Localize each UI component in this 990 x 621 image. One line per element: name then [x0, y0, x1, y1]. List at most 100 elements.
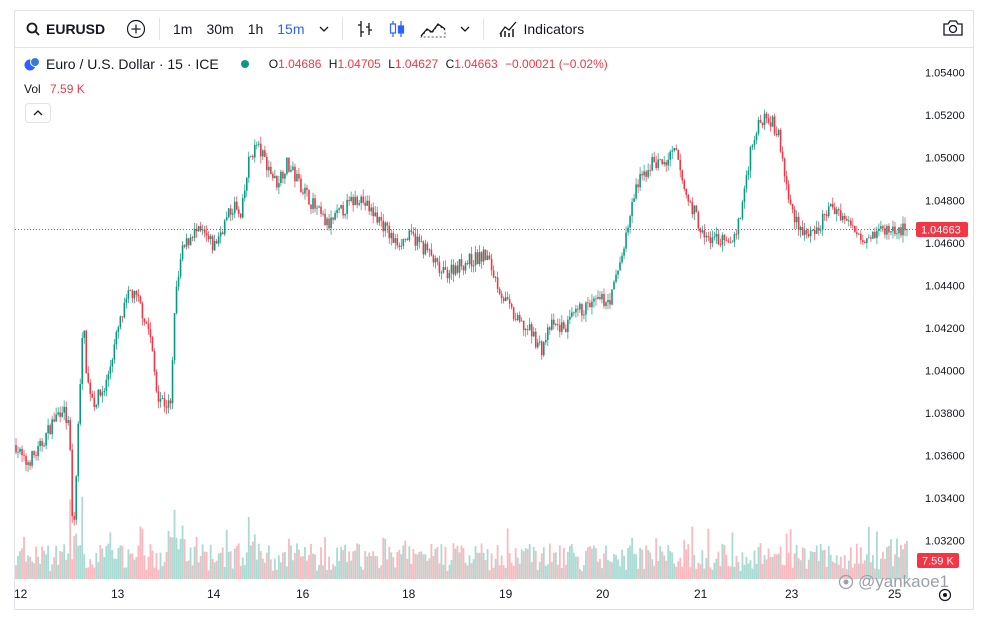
volume-bar — [532, 546, 535, 579]
time-axis-settings[interactable] — [938, 588, 952, 602]
symbol-search[interactable]: EURUSD — [14, 10, 116, 47]
price-axis[interactable]: 1.05400 1.05200 1.05000 1.04800 1.04600 1.044… — [925, 68, 965, 548]
volume-bar — [739, 570, 742, 579]
volume-bar — [900, 544, 902, 579]
volume-bar — [707, 528, 710, 579]
candle-body — [438, 261, 441, 273]
candle-body — [191, 237, 194, 239]
candle-body — [207, 235, 210, 240]
candle-body — [882, 226, 884, 229]
candle-body — [621, 255, 623, 263]
candle-body — [783, 158, 786, 177]
candle-body — [103, 390, 106, 393]
volume-bar — [725, 554, 728, 579]
candle-body — [448, 273, 451, 279]
bar-style-button[interactable] — [349, 10, 381, 47]
area-style-button[interactable] — [413, 10, 453, 47]
candle-body — [25, 455, 27, 465]
candle-body — [729, 241, 732, 243]
candle-body — [175, 286, 178, 314]
interval-1h[interactable]: 1h — [247, 20, 264, 37]
candle-body — [187, 238, 190, 245]
volume-bar — [703, 568, 706, 579]
volume-bar — [886, 547, 888, 579]
volume-bar — [719, 566, 722, 579]
volume-bar — [861, 563, 864, 579]
candle-body — [205, 232, 208, 236]
volume-bar — [510, 562, 513, 579]
volume-bar — [352, 551, 355, 579]
volume-bar — [292, 560, 294, 579]
volume-bar — [637, 568, 639, 579]
low-value: 1.04627 — [394, 57, 439, 71]
interval-15m[interactable]: 15m — [277, 20, 305, 37]
volume-bar — [167, 530, 170, 579]
volume-bar — [263, 562, 266, 579]
candle-body — [595, 298, 597, 300]
volume-bar — [625, 569, 627, 579]
candle-body — [432, 255, 435, 263]
candle-body — [177, 276, 180, 287]
candle-body — [482, 249, 485, 262]
candle-body — [500, 293, 503, 299]
volume-bar — [617, 559, 619, 579]
volume-bar — [390, 552, 393, 579]
volume-bar — [117, 547, 120, 579]
volume-bar — [215, 560, 218, 579]
volume-bar — [314, 554, 316, 579]
candle-body — [775, 133, 778, 136]
candle-body — [456, 265, 459, 273]
volume-bar — [67, 553, 70, 579]
volume-bar — [731, 532, 734, 579]
candle-body — [601, 293, 603, 300]
interval-1m[interactable]: 1m — [173, 20, 193, 37]
candle-body — [225, 217, 228, 221]
compare-button[interactable] — [116, 10, 153, 47]
candle-body — [354, 196, 356, 206]
candle-body — [845, 218, 848, 221]
volume-bar — [675, 566, 678, 579]
candle-body — [59, 412, 61, 417]
snapshot-button[interactable] — [942, 18, 964, 43]
interval-30m[interactable]: 30m — [206, 20, 234, 37]
volume-bar — [516, 557, 519, 579]
volume-bar — [57, 564, 60, 579]
candle-body — [858, 233, 860, 235]
indicators-button[interactable]: Indicators — [490, 10, 584, 47]
volume-bar — [693, 554, 696, 579]
volume-bar — [729, 566, 732, 579]
candle-body — [589, 303, 591, 308]
volume-bar — [717, 551, 720, 579]
candle-body — [374, 212, 377, 217]
volume-bar — [721, 543, 724, 579]
candle-body — [251, 155, 254, 158]
symbol-label: EURUSD — [46, 20, 106, 37]
volume-bar — [426, 560, 429, 579]
time-tick-label: 12 — [14, 587, 28, 601]
volume-bar — [568, 545, 571, 579]
candle-body — [611, 289, 613, 305]
candle-body — [119, 316, 122, 328]
candle-body — [444, 267, 447, 270]
candle-body — [368, 200, 370, 212]
volume-bar — [378, 568, 381, 579]
volume-bar — [677, 561, 680, 579]
candle-body — [173, 313, 176, 361]
volume-bar — [763, 555, 766, 579]
interval-dropdown[interactable] — [312, 10, 336, 47]
time-axis[interactable]: 12 13 14 16 18 19 20 21 23 25 — [14, 587, 902, 601]
price-tick-label: 1.04000 — [925, 365, 965, 377]
candle-body — [749, 146, 752, 171]
volume-bar — [761, 564, 764, 579]
volume-bar — [849, 547, 852, 579]
volume-bar — [562, 548, 565, 579]
volume-bars — [15, 496, 908, 579]
collapse-legend-button[interactable] — [25, 103, 51, 123]
chart-type-dropdown[interactable] — [453, 10, 477, 47]
volume-bar — [550, 562, 553, 579]
candles-style-button[interactable] — [381, 10, 413, 47]
volume-bar — [615, 555, 617, 579]
volume-bar — [279, 562, 282, 579]
candle-body — [559, 324, 561, 333]
